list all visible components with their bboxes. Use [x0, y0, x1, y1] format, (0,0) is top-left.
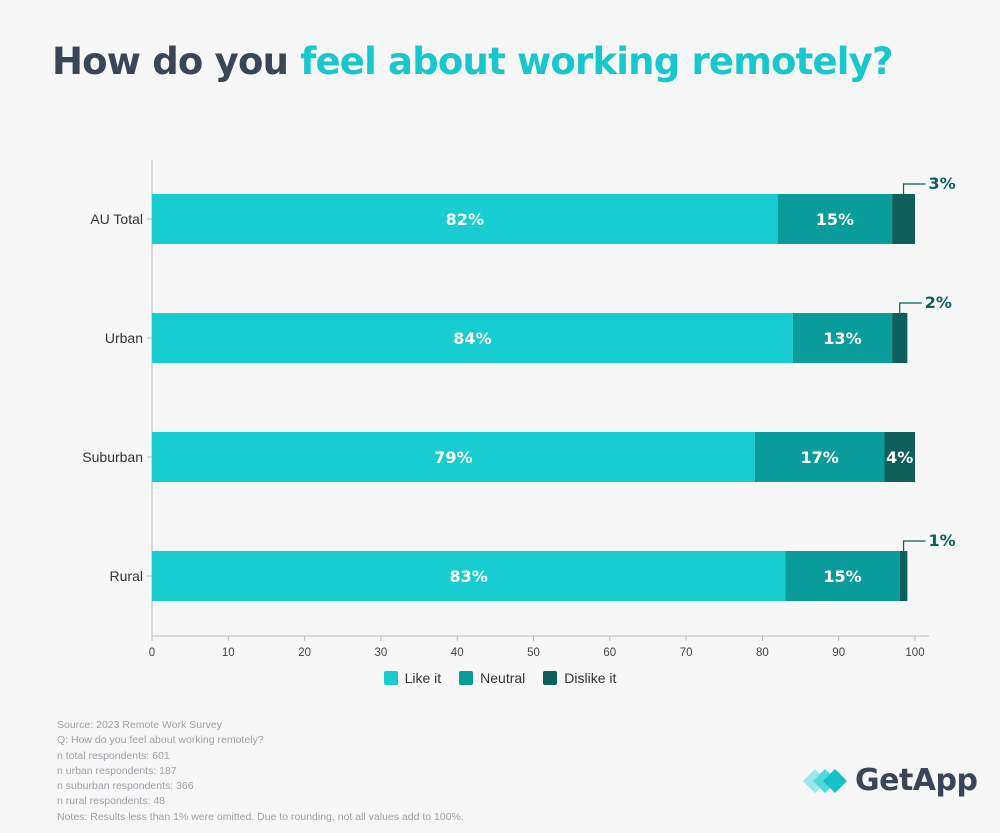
legend-item: Like it — [383, 670, 442, 686]
data-label: 79% — [434, 448, 472, 467]
bar-segment — [754, 432, 885, 482]
callout-leader-line — [902, 183, 926, 194]
category-label: Urban — [105, 330, 143, 346]
category-label: AU Total — [90, 211, 143, 227]
bar-segment — [899, 551, 908, 601]
callout-leader-line — [902, 540, 926, 551]
data-label: 83% — [449, 567, 487, 586]
data-label: 82% — [446, 210, 484, 229]
note-line: Source: 2023 Remote Work Survey — [57, 719, 222, 731]
x-tick-label: 80 — [756, 647, 769, 659]
bar-segment — [152, 313, 793, 363]
data-label: 13% — [823, 329, 861, 348]
data-label-callout: 3% — [929, 174, 956, 193]
legend-label: Neutral — [480, 670, 526, 686]
legend-label: Dislike it — [564, 670, 617, 686]
bar-segment — [892, 194, 915, 244]
bar-segment — [785, 551, 900, 601]
note-line: n suburban respondents: 366 — [57, 780, 194, 793]
x-tick-label: 0 — [149, 647, 155, 659]
x-tick-label: 60 — [603, 647, 616, 659]
logo-text: GetApp — [855, 763, 978, 798]
legend-swatch — [383, 671, 398, 685]
note-line: n rural respondents: 48 — [57, 795, 165, 808]
x-tick-label: 20 — [298, 647, 311, 659]
category-label: Suburban — [82, 449, 143, 465]
note-line: n total respondents: 601 — [57, 749, 170, 762]
category-label: Rural — [110, 568, 143, 584]
x-tick-label: 90 — [832, 647, 845, 659]
data-label: 4% — [886, 448, 913, 467]
bar-segment — [152, 551, 786, 601]
getapp-logo: GetApp — [803, 763, 978, 798]
x-tick-label: 30 — [375, 647, 388, 659]
chart-notes: Source: 2023 Remote Work Survey Q: How do… — [57, 718, 464, 825]
data-label: 15% — [816, 210, 854, 229]
bar-segment — [884, 432, 915, 482]
title-part-accent: feel about working remotely? — [300, 40, 893, 83]
x-tick-label: 70 — [680, 647, 693, 659]
note-line: Notes: Results less than 1% were omitted… — [57, 810, 464, 823]
note-line: Q: How do you feel about working remotel… — [57, 734, 264, 747]
bar-segment — [792, 313, 893, 363]
legend-label: Like it — [404, 670, 442, 686]
bar-segment — [892, 313, 908, 363]
chart-title: How do you feel about working remotely? — [52, 40, 893, 83]
chart-legend: Like it Neutral Dislike it — [0, 670, 1000, 686]
legend-item: Dislike it — [543, 670, 616, 686]
x-tick-label: 50 — [527, 647, 540, 659]
bar-segment — [152, 432, 755, 482]
legend-swatch — [459, 671, 474, 685]
bar-segment — [777, 194, 893, 244]
legend-swatch — [543, 671, 558, 685]
x-tick-label: 40 — [451, 647, 464, 659]
data-label-callout: 1% — [929, 531, 956, 550]
title-part-dark: How do you — [52, 40, 301, 83]
x-tick-label: 100 — [905, 647, 924, 659]
data-label: 15% — [823, 567, 861, 586]
note-line: n urban respondents: 187 — [57, 764, 177, 777]
x-tick-label: 10 — [222, 647, 235, 659]
data-label: 84% — [453, 329, 491, 348]
data-label-callout: 2% — [925, 293, 952, 312]
bar-segment — [152, 194, 778, 244]
legend-item: Neutral — [459, 670, 525, 686]
data-label: 17% — [800, 448, 838, 467]
callout-leader-line — [899, 302, 922, 313]
getapp-chevrons-icon — [803, 768, 847, 793]
